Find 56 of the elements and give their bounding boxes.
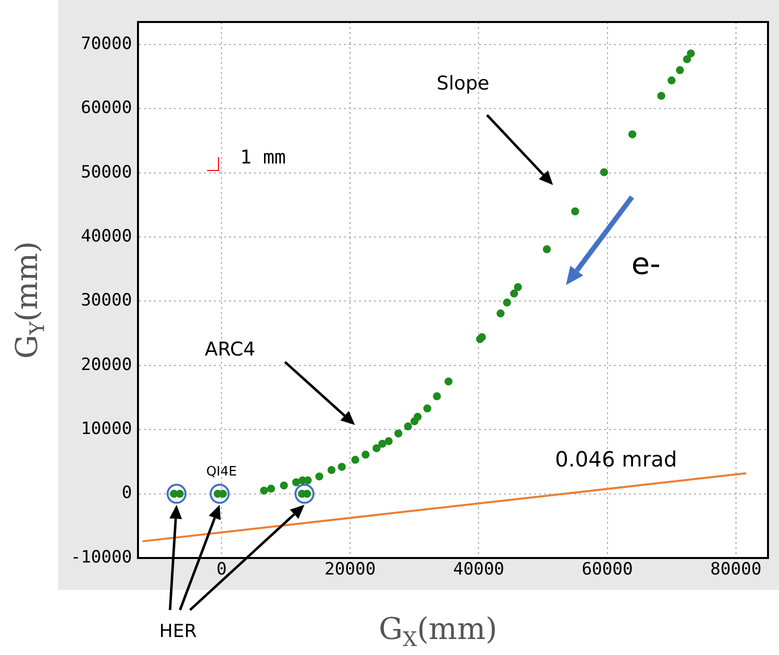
y-tick-label: 40000: [80, 226, 132, 246]
point: [683, 55, 691, 64]
point: [328, 466, 336, 474]
x-tick-label: 60000: [582, 560, 633, 580]
point: [166, 484, 187, 504]
x-axis-title: G$_{X}$(mm): [378, 612, 498, 651]
point: [628, 130, 636, 138]
point: [315, 472, 324, 480]
point: [432, 392, 441, 400]
point: [444, 377, 452, 386]
point: [510, 290, 518, 298]
point: [362, 450, 370, 459]
text: HER: [159, 621, 197, 642]
point: [496, 309, 505, 318]
annotation: Slope: [436, 72, 490, 94]
point: [423, 404, 432, 412]
point: [267, 484, 276, 493]
point: [292, 478, 300, 486]
point: [600, 168, 608, 176]
point: [686, 49, 695, 58]
point: [657, 92, 666, 100]
point: [294, 484, 314, 504]
point: [668, 76, 676, 84]
x-tick-label: 40000: [453, 560, 504, 580]
annotation: ARC4: [204, 338, 256, 360]
y-tick-label: 70000: [80, 34, 132, 54]
point: [280, 481, 288, 490]
point: [394, 429, 402, 438]
y-tick-label: 10000: [80, 419, 132, 440]
point: [676, 66, 684, 74]
point: [338, 462, 346, 471]
y-tick-label: 0: [122, 483, 132, 504]
point: [260, 486, 268, 495]
point: [351, 456, 360, 464]
point: [514, 283, 522, 292]
y-tick-label: 60000: [80, 98, 132, 118]
point: [210, 484, 230, 504]
y-tick-label: 20000: [80, 354, 132, 375]
point: [372, 444, 380, 452]
point: [414, 412, 422, 421]
point: [404, 422, 412, 430]
annotation: 1 mm: [240, 146, 286, 168]
y-tick-label: 30000: [80, 290, 132, 311]
point: [378, 440, 386, 448]
annotation: e-: [631, 247, 661, 282]
annotation: QI4E: [206, 464, 237, 480]
x-tick-label: 20000: [324, 560, 376, 580]
point: [503, 298, 511, 307]
y-tick-label: 50000: [80, 162, 132, 182]
x-tick-label: 0: [216, 560, 227, 580]
point: [571, 207, 580, 216]
annotation: 0.046 mrad: [554, 448, 678, 472]
point: [384, 437, 393, 446]
point: [542, 245, 551, 254]
x-tick-label: 80000: [710, 560, 762, 580]
y-tick-label: -10000: [70, 547, 132, 568]
